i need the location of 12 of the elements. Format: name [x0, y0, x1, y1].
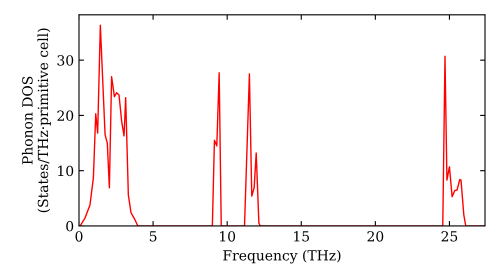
- x-tick-label: 15: [294, 231, 310, 242]
- x-axis-title: Frequency (THz): [223, 250, 340, 264]
- x-tick-label: 25: [442, 231, 458, 242]
- y-axis-title: Phonon DOS (States/THz·primitive cell): [22, 28, 51, 212]
- x-tick-label: 20: [367, 231, 384, 242]
- y-tick-label: 30: [58, 55, 74, 66]
- x-tick-label: 10: [220, 231, 236, 242]
- y-tick-label: 10: [58, 166, 74, 176]
- x-tick-label: 0: [75, 231, 82, 242]
- y-tick-label: 0: [66, 220, 74, 232]
- y-tick-label: 20: [57, 110, 74, 121]
- x-tick-label: 5: [150, 231, 156, 242]
